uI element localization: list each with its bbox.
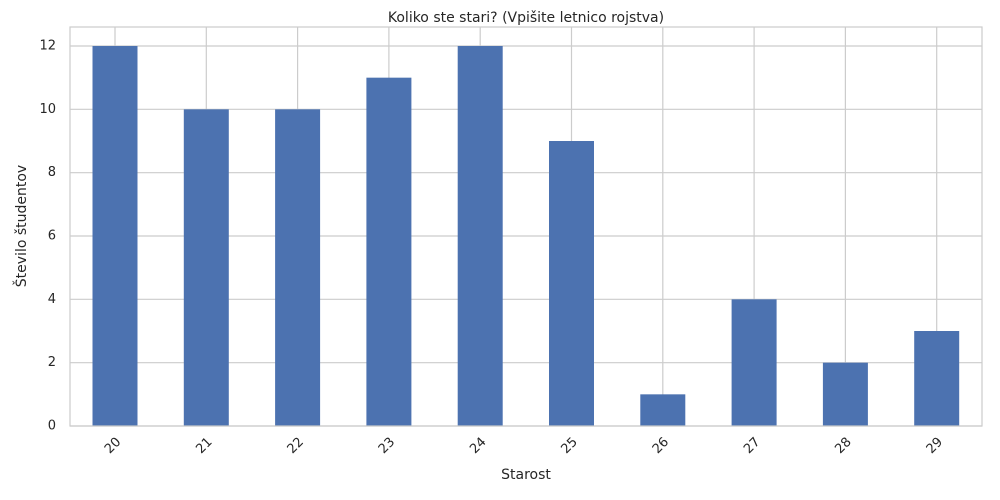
bar-29 [914, 331, 960, 426]
bar-27 [731, 299, 777, 426]
y-tick-label: 0 [48, 419, 56, 434]
x-tick-label: 26 [650, 435, 672, 457]
bar-26 [640, 394, 686, 426]
bar-20 [92, 46, 138, 426]
x-tick-label: 20 [102, 435, 124, 457]
bar-28 [822, 362, 868, 426]
y-tick-label: 4 [48, 292, 56, 307]
bars [92, 46, 960, 427]
y-tick-label: 2 [48, 355, 56, 370]
y-tick-labels: 0 2 4 6 8 10 12 [39, 39, 56, 434]
bar-21 [183, 109, 229, 426]
plot-frame [69, 26, 983, 427]
x-tick-label: 28 [832, 435, 854, 457]
x-tick-label: 25 [558, 435, 580, 457]
bar-23 [366, 77, 412, 427]
y-tick-label: 10 [39, 102, 56, 117]
y-tick-label: 12 [39, 39, 56, 54]
x-tick-label: 27 [741, 435, 763, 457]
x-tick-label: 24 [467, 435, 489, 457]
x-tick-label: 29 [924, 435, 946, 457]
y-tick-label: 6 [48, 229, 56, 244]
bar-24 [457, 46, 503, 426]
x-tick-label: 22 [285, 435, 307, 457]
chart-title: Koliko ste stari? (Vpišite letnico rojst… [388, 10, 664, 26]
x-axis-label: Starost [501, 467, 551, 483]
x-tick-label: 23 [376, 435, 398, 457]
x-tick-label: 21 [193, 435, 215, 457]
bar-25 [549, 141, 594, 426]
x-tick-labels: 20 21 22 23 24 25 26 27 28 29 [102, 435, 946, 457]
y-tick-label: 8 [48, 165, 56, 180]
y-axis-label: Število študentov [12, 165, 30, 287]
bar-22 [275, 109, 321, 426]
